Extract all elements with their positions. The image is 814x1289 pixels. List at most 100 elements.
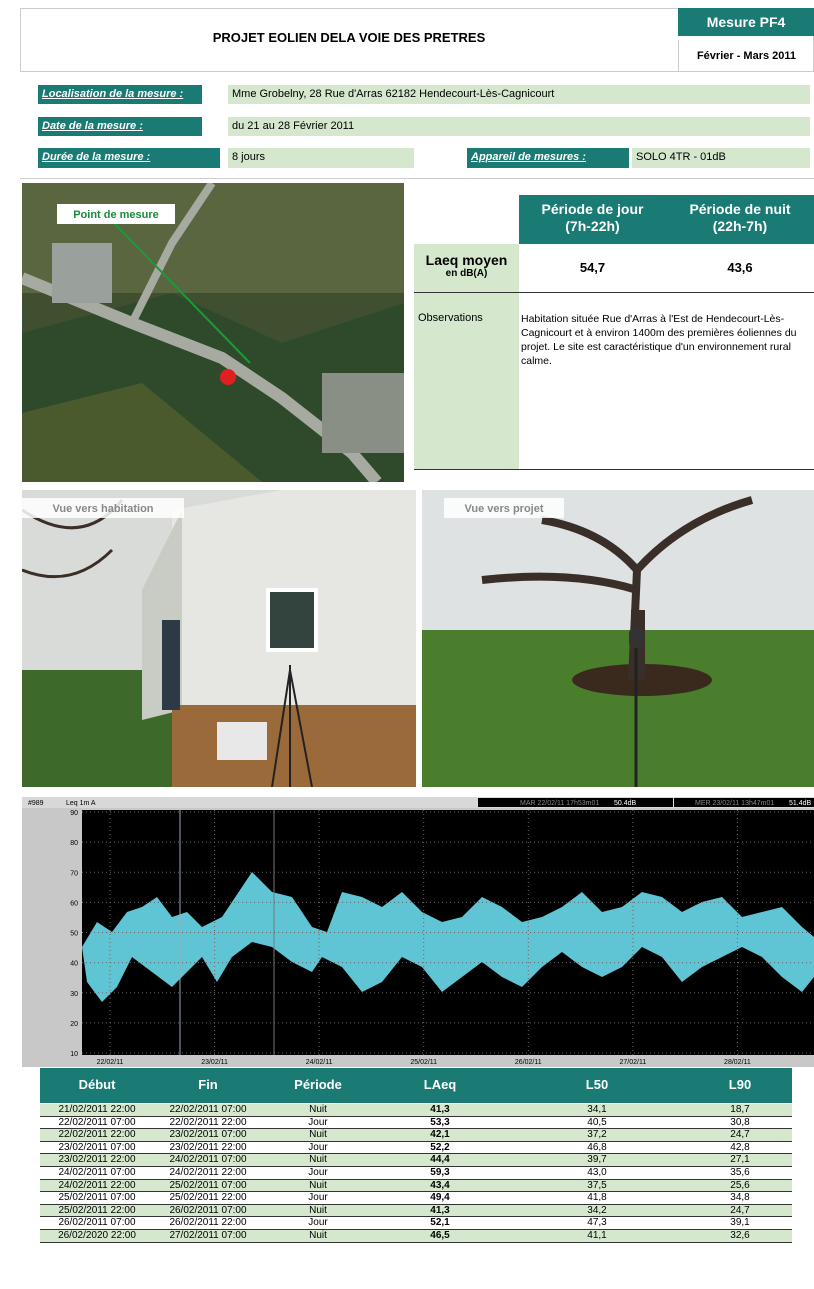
table-cell: Nuit [278, 1129, 358, 1141]
table-cell: 21/02/2011 22:00 [42, 1104, 152, 1116]
x-tick-label: 25/02/11 [410, 1059, 437, 1066]
column-header: Période de nuit(22h-7h) [666, 201, 814, 235]
table-cell: 27,1 [700, 1154, 780, 1166]
obs-text: Habitation située Rue d'Arras à l'Est de… [521, 312, 814, 468]
x-tick-label: 27/02/11 [619, 1059, 646, 1066]
table-cell: 34,1 [557, 1104, 637, 1116]
table-cell: 37,5 [557, 1180, 637, 1192]
title: PROJET EOLIEN DELA VOIE DES PRETRES [20, 30, 678, 45]
table-cell: 35,6 [700, 1167, 780, 1179]
divider [20, 178, 814, 179]
photo-projet: Vue vers projet [422, 490, 814, 787]
table-cell: 24,7 [700, 1129, 780, 1141]
column-header: LAeq [380, 1079, 500, 1091]
row-label-cell: Laeq moyenen dB(A) [414, 244, 519, 292]
table-row: 23/02/2011 07:0023/02/2011 22:00Jour52,2… [40, 1142, 792, 1155]
y-tick-label: 90 [70, 810, 78, 817]
table-cell: 24/02/2011 22:00 [153, 1167, 263, 1179]
y-tick-label: 30 [70, 991, 78, 998]
measure: Mesure PF4 [678, 8, 814, 36]
table-cell: Jour [278, 1217, 358, 1229]
column-header: Début [37, 1079, 157, 1091]
map-label: Point de mesure [73, 209, 159, 221]
column-header: Fin [148, 1079, 268, 1091]
table-cell: 26/02/2011 07:00 [42, 1217, 152, 1229]
info-value: du 21 au 28 Février 2011 [228, 117, 810, 136]
table-cell: Nuit [278, 1205, 358, 1217]
row-unit: en dB(A) [414, 268, 519, 279]
table-cell: Nuit [278, 1154, 358, 1166]
column-header: Période de jour(7h-22h) [519, 201, 666, 235]
table-cell: 39,1 [700, 1217, 780, 1229]
table-cell: 46,5 [400, 1230, 480, 1242]
info-value: Mme Grobelny, 28 Rue d'Arras 62182 Hende… [228, 85, 810, 104]
cursor-value: 50.4dB [614, 800, 637, 807]
table-cell: 23/02/2011 07:00 [42, 1142, 152, 1154]
table-row: 22/02/2011 07:0022/02/2011 22:00Jour53,3… [40, 1117, 792, 1130]
noise-chart: #989 Leq 1m A MAR 22/02/11 17h53m01 50.4… [22, 797, 814, 1067]
photo-label: Vue vers habitation [52, 503, 153, 515]
column-line: Période de nuit [666, 201, 814, 218]
obs-label: Observations [414, 293, 519, 469]
map: Point de mesure [22, 183, 404, 482]
rule [414, 469, 814, 470]
table-cell: Nuit [278, 1104, 358, 1116]
x-tick-label: 26/02/11 [515, 1059, 542, 1066]
table-cell: 52,2 [400, 1142, 480, 1154]
table-cell: 30,8 [700, 1117, 780, 1129]
table-cell: 24/02/2011 07:00 [42, 1167, 152, 1179]
photo-label: Vue vers projet [464, 503, 543, 515]
table-cell: 44,4 [400, 1154, 480, 1166]
table-cell: 37,2 [557, 1129, 637, 1141]
y-tick-label: 80 [70, 840, 78, 847]
photo-habitation: Vue vers habitation [22, 490, 416, 787]
table-cell: 34,8 [700, 1192, 780, 1204]
table-cell: 41,1 [557, 1230, 637, 1242]
y-tick-label: 50 [70, 931, 78, 938]
table-cell: 52,1 [400, 1217, 480, 1229]
table-row: 24/02/2011 07:0024/02/2011 22:00Jour59,3… [40, 1167, 792, 1180]
column-header: L90 [680, 1079, 800, 1091]
y-tick-label: 20 [70, 1021, 78, 1028]
table-cell: 43,0 [557, 1167, 637, 1179]
table-cell: 41,8 [557, 1192, 637, 1204]
table-cell: 41,3 [400, 1104, 480, 1116]
table-cell: 22/02/2011 22:00 [153, 1117, 263, 1129]
table-cell: 24/02/2011 22:00 [42, 1180, 152, 1192]
column-line: (7h-22h) [519, 218, 666, 235]
cursor: MAR 22/02/11 17h53m01 [520, 800, 599, 807]
table-cell: Nuit [278, 1230, 358, 1242]
y-tick-label: 10 [70, 1051, 78, 1058]
table-cell: 25/02/2011 07:00 [42, 1192, 152, 1204]
result-value: 54,7 [519, 260, 666, 275]
table-cell: 39,7 [557, 1154, 637, 1166]
table-cell: 27/02/2011 07:00 [153, 1230, 263, 1242]
chart-series: Leq 1m A [66, 800, 96, 807]
table-cell: 41,3 [400, 1205, 480, 1217]
table-cell: 43,4 [400, 1180, 480, 1192]
table-cell: Nuit [278, 1180, 358, 1192]
cursor-value: 51.4dB [789, 800, 812, 807]
table-cell: 26/02/2020 22:00 [42, 1230, 152, 1242]
table-cell: 24,7 [700, 1205, 780, 1217]
table-cell: 26/02/2011 22:00 [153, 1217, 263, 1229]
cursor: MER 23/02/11 13h47m01 [695, 800, 774, 807]
x-tick-label: 24/02/11 [306, 1059, 333, 1066]
info-label: Date de la mesure : [38, 117, 202, 136]
info-value: SOLO 4TR - 01dB [632, 148, 810, 168]
table-cell: 25/02/2011 07:00 [153, 1180, 263, 1192]
table-header: DébutFinPériodeLAeqL50L90 [40, 1068, 792, 1103]
y-tick-label: 70 [70, 870, 78, 877]
table-cell: 25/02/2011 22:00 [153, 1192, 263, 1204]
period: Février - Mars 2011 [678, 40, 814, 72]
y-tick-label: 40 [70, 961, 78, 968]
info-label: Appareil de mesures : [467, 148, 629, 168]
x-tick-label: 23/02/11 [201, 1059, 228, 1066]
table-cell: 59,3 [400, 1167, 480, 1179]
table-cell: 53,3 [400, 1117, 480, 1129]
table-cell: 42,8 [700, 1142, 780, 1154]
